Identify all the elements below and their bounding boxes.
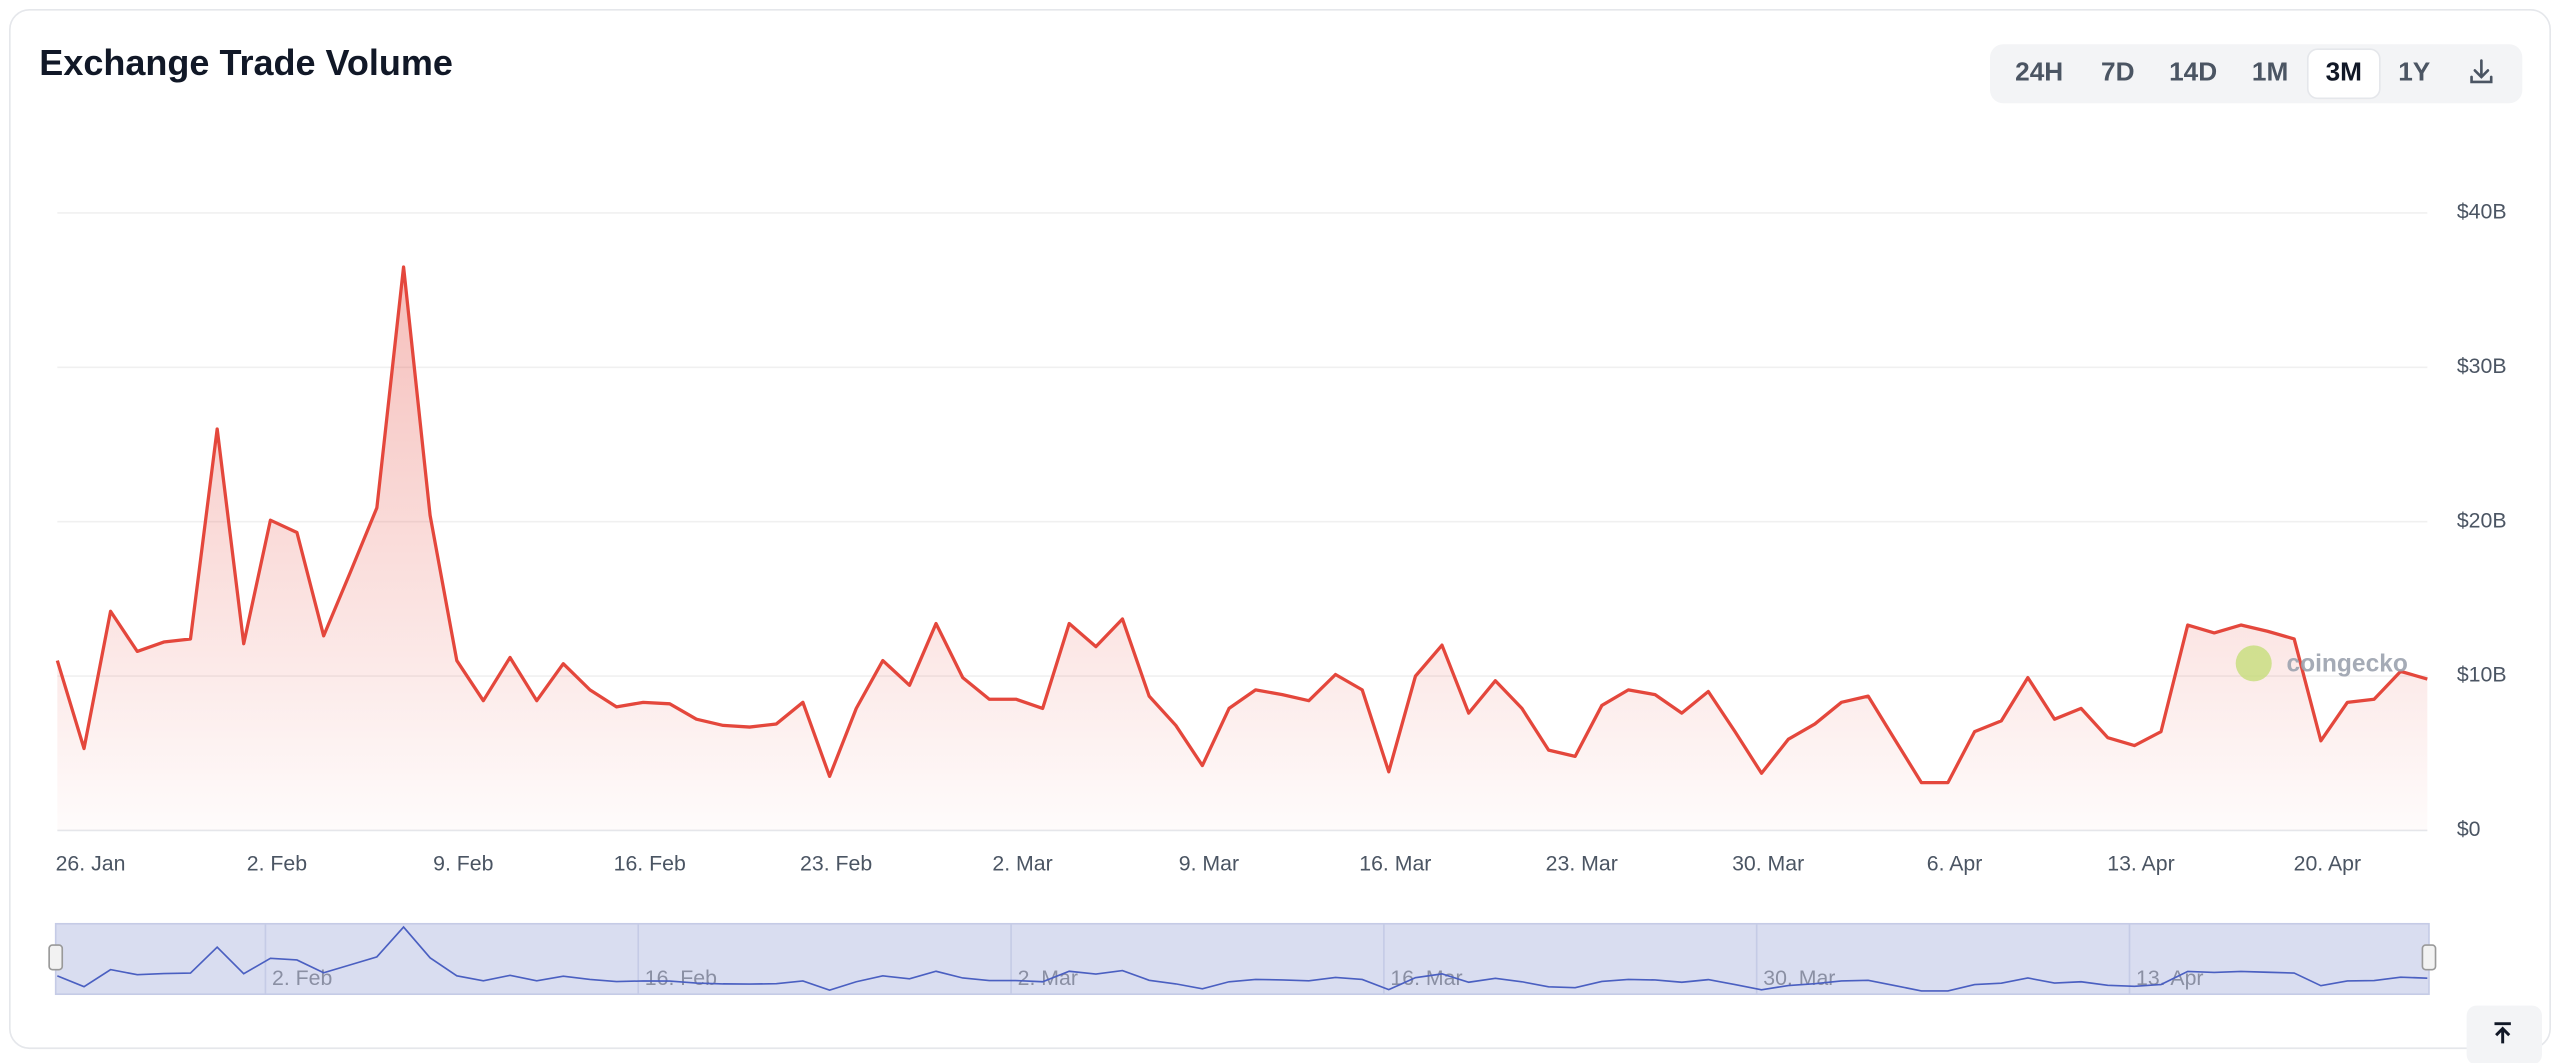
range-button-label: 7D: [2101, 57, 2134, 87]
range-button[interactable]: 7D: [2101, 57, 2134, 87]
navigator: [54, 922, 2430, 996]
x-tick-label: 20. Apr: [2294, 851, 2361, 875]
range-button-label: 24H: [2015, 57, 2063, 87]
range-button-label: 3M: [2326, 57, 2362, 87]
y-tick-label: $0: [2457, 817, 2481, 841]
x-tick-label: 16. Mar: [1359, 851, 1431, 875]
download-icon: [2470, 59, 2493, 84]
scroll-top-button[interactable]: [2466, 1005, 2542, 1063]
x-tick-label: 30. Mar: [1732, 851, 1804, 875]
x-tick-label: 2. Mar: [992, 851, 1052, 875]
range-button-label: 1M: [2252, 57, 2288, 87]
y-tick-label: $40B: [2457, 200, 2507, 224]
range-button[interactable]: 14D: [2169, 57, 2217, 87]
x-tick-label: 26. Jan: [56, 851, 126, 875]
chart-title: Exchange Trade Volume: [39, 42, 453, 83]
area-fill: [57, 266, 2428, 831]
watermark: coingecko: [2286, 650, 2407, 677]
range-button[interactable]: 1Y: [2398, 57, 2431, 87]
range-button[interactable]: 1M: [2252, 57, 2288, 87]
range-selector: [1990, 44, 2523, 104]
navigator-line: [57, 925, 2428, 992]
navigator-label: 16. Feb: [645, 966, 717, 990]
line: [55, 265, 2428, 785]
download-button[interactable]: [2470, 59, 2493, 84]
range-button-label: 1Y: [2398, 57, 2431, 87]
navigator-label: 2. Feb: [272, 966, 332, 990]
range-button[interactable]: 24H: [2015, 57, 2063, 87]
x-tick-label: 23. Feb: [800, 851, 872, 875]
y-tick-label: $10B: [2457, 663, 2507, 687]
y-tick-label: $30B: [2457, 354, 2507, 378]
navigator-handle[interactable]: [48, 944, 64, 971]
x-tick-label: 9. Mar: [1179, 851, 1239, 875]
navigator-label: 13. Apr: [2136, 966, 2203, 990]
scroll-top-bg: [2466, 1005, 2542, 1063]
navigator-label: 2. Mar: [1018, 966, 1078, 990]
navigator-handle[interactable]: [2421, 944, 2437, 971]
range-button-selected-bg: [2306, 48, 2381, 100]
range-button-label: 14D: [2169, 57, 2217, 87]
x-tick-label: 9. Feb: [433, 851, 493, 875]
range-button[interactable]: 3M: [2306, 48, 2381, 100]
x-tick-label: 13. Apr: [2107, 851, 2174, 875]
scroll-top-icon: [2494, 1022, 2511, 1044]
y-tick-label: $20B: [2457, 508, 2507, 532]
navigator-label: 30. Mar: [1763, 966, 1835, 990]
watermark-logo: [2235, 645, 2272, 682]
navigator-label: 16. Mar: [1390, 966, 1462, 990]
x-tick-label: 6. Apr: [1927, 851, 1983, 875]
x-tick-label: 2. Feb: [247, 851, 307, 875]
x-tick-label: 16. Feb: [614, 851, 686, 875]
x-tick-label: 23. Mar: [1546, 851, 1618, 875]
